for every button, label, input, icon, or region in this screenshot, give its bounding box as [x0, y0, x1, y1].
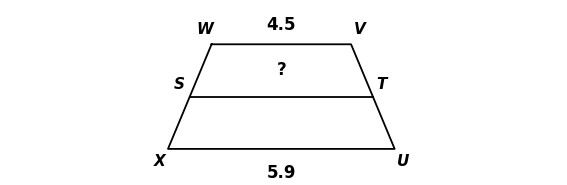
Text: 5.9: 5.9 [266, 164, 296, 182]
Text: S: S [174, 77, 184, 92]
Text: U: U [397, 154, 409, 169]
Text: X: X [154, 154, 165, 169]
Text: ?: ? [277, 60, 286, 79]
Text: T: T [376, 77, 387, 92]
Text: W: W [197, 21, 213, 36]
Text: 4.5: 4.5 [266, 16, 296, 34]
Text: V: V [354, 21, 366, 36]
